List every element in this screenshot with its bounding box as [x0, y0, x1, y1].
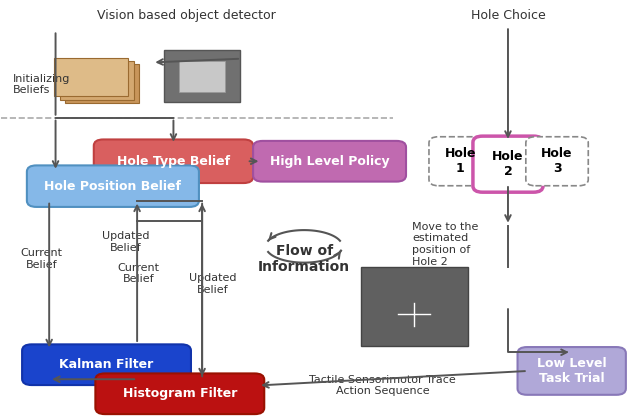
FancyBboxPatch shape [60, 61, 134, 100]
FancyBboxPatch shape [95, 373, 264, 414]
FancyBboxPatch shape [361, 267, 468, 346]
Text: Hole Position Belief: Hole Position Belief [44, 180, 181, 193]
Text: Hole
2: Hole 2 [492, 150, 524, 178]
FancyBboxPatch shape [164, 50, 241, 102]
Text: Low Level
Task Trial: Low Level Task Trial [537, 357, 607, 385]
Text: Vision based object detector: Vision based object detector [97, 10, 276, 23]
Text: Initializing
Beliefs: Initializing Beliefs [13, 74, 70, 95]
FancyBboxPatch shape [253, 141, 406, 181]
Text: Hole Type Belief: Hole Type Belief [117, 155, 230, 168]
Text: Hole
1: Hole 1 [444, 147, 476, 175]
FancyBboxPatch shape [526, 137, 588, 186]
Text: Histogram Filter: Histogram Filter [123, 387, 237, 400]
Text: Updated
Belief: Updated Belief [189, 273, 237, 295]
FancyBboxPatch shape [518, 347, 626, 395]
FancyBboxPatch shape [54, 58, 128, 97]
FancyBboxPatch shape [27, 166, 199, 207]
Text: Hole Choice: Hole Choice [470, 10, 545, 23]
Text: Updated
Belief: Updated Belief [102, 232, 149, 253]
Text: Move to the
estimated
position of
Hole 2: Move to the estimated position of Hole 2 [412, 222, 479, 267]
FancyBboxPatch shape [94, 140, 253, 183]
FancyBboxPatch shape [22, 344, 191, 385]
Text: Current
Belief: Current Belief [117, 263, 159, 284]
Text: Tactile Sensorimotor Trace
Action Sequence: Tactile Sensorimotor Trace Action Sequen… [309, 375, 456, 396]
Text: High Level Policy: High Level Policy [269, 155, 389, 168]
Text: Flow of
Information: Flow of Information [258, 244, 350, 274]
Text: Hole
3: Hole 3 [541, 147, 573, 175]
Text: Current
Belief: Current Belief [20, 248, 63, 270]
FancyBboxPatch shape [65, 64, 140, 103]
FancyBboxPatch shape [179, 61, 225, 92]
FancyBboxPatch shape [473, 136, 543, 192]
FancyBboxPatch shape [429, 137, 492, 186]
Text: Kalman Filter: Kalman Filter [60, 358, 154, 371]
